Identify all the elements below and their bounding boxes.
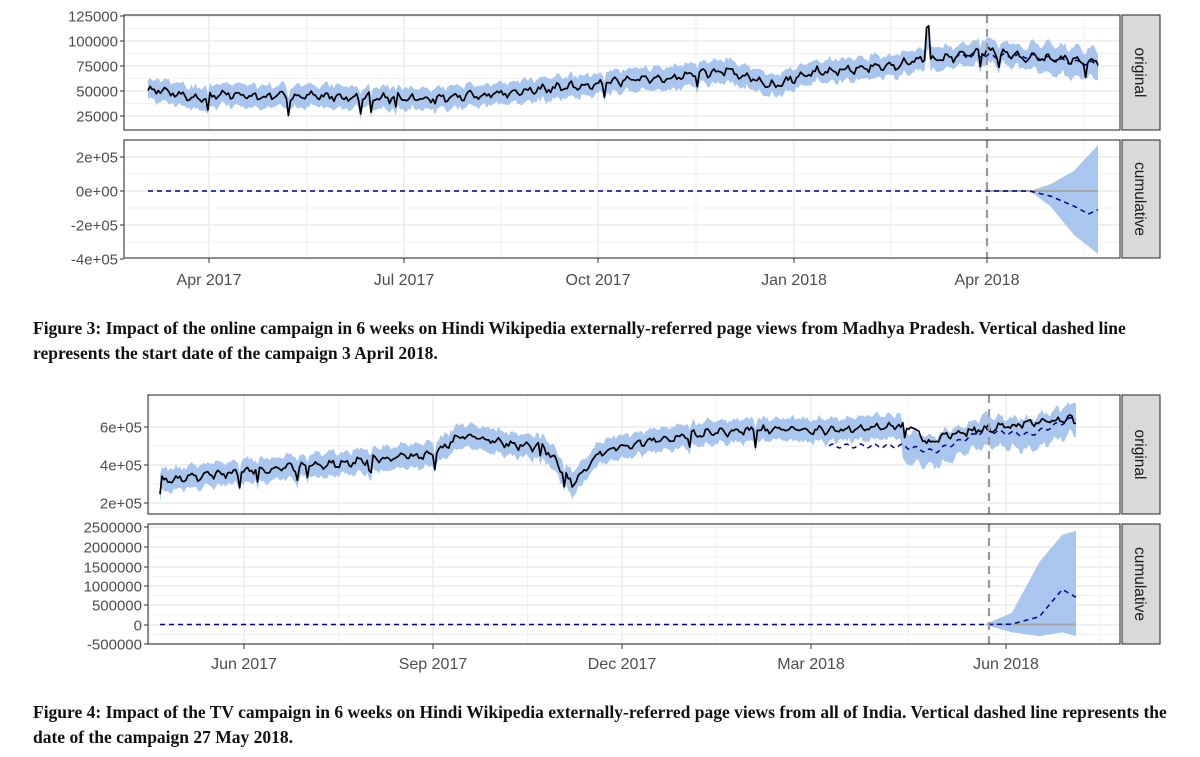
panel-original: 6e+05 4e+05 2e+05 original [100,394,1161,515]
y-tick-label: 125000 [68,9,118,26]
prediction-interval-band [160,402,1076,503]
y-tick-label: -4e+05 [71,252,118,269]
cumulative-interval-band [1029,145,1098,254]
y-tick-label: 0e+00 [76,184,118,201]
observed-series-line [159,413,1077,495]
figure-3-caption: Figure 3: Impact of the online campaign … [33,318,1126,363]
y-tick-label: -2e+05 [71,218,118,235]
y-tick-label: 75000 [76,59,118,76]
facet-strip [1121,14,1161,131]
panel-original: 125000 100000 75000 50000 25000 original [68,9,1161,131]
x-tick-label: Jun 2017 [211,656,277,673]
y-tick-label: 1500000 [84,560,142,577]
panel-border [147,394,1121,515]
panel-content [147,24,1099,121]
facet-strip-label: original [1131,430,1148,480]
panel-cumulative: 2e+05 0e+00 -2e+05 -4e+05 cumulative [71,139,1161,269]
facet-strip [1121,139,1161,259]
x-tick-label: Sep 2017 [399,656,468,673]
facet-strip-label: original [1131,48,1148,98]
panel-content [160,530,1077,637]
observed-series-line [147,24,1099,117]
figure-3-chart: 125000 100000 75000 50000 25000 original 2e+05… [68,9,1161,289]
y-tick-label: 6e+05 [100,420,142,437]
y-tick-label: 500000 [92,598,142,615]
x-tick-label: Jan 2018 [761,272,827,289]
y-tick-label: 50000 [76,84,118,101]
x-tick-label: Jun 2018 [973,656,1039,673]
y-tick-label: 4e+05 [100,458,142,475]
y-tick-label: 2e+05 [100,496,142,513]
panel-content [148,145,1099,254]
x-tick-label: Mar 2018 [777,656,845,673]
x-tick-label: Apr 2018 [955,272,1020,289]
y-tick-label: 25000 [76,109,118,126]
figure-4-chart: 6e+05 4e+05 2e+05 original 2500000 2000000 150… [84,394,1161,673]
y-tick-label: 0 [134,618,142,635]
panel-cumulative: 2500000 2000000 1500000 1000000 500000 0 -5000… [84,520,1161,654]
cumulative-effect-line [160,588,1077,626]
facet-strip-label: cumulative [1131,162,1148,236]
x-tick-label: Apr 2017 [177,272,242,289]
y-tick-label: 2e+05 [76,150,118,167]
cumulative-effect-line [148,190,1099,215]
y-tick-label: 100000 [68,34,118,51]
x-tick-label: Jul 2017 [374,272,435,289]
y-tick-label: -500000 [87,637,142,654]
x-tick-label: Oct 2017 [566,272,631,289]
panel-border [147,523,1121,645]
cumulative-interval-band [984,530,1076,637]
y-tick-label: 1000000 [84,579,142,596]
panel-content [159,402,1077,503]
facet-strip [1121,394,1161,515]
predicted-series-line [828,416,1077,454]
x-tick-label: Dec 2017 [588,656,657,673]
figure-4-caption: Figure 4: Impact of the TV campaign in 6… [33,702,1167,747]
panel-border [123,139,1121,259]
facet-strip [1121,523,1161,645]
panel-border [123,14,1121,131]
facet-strip-label: cumulative [1131,547,1148,621]
y-tick-label: 2500000 [84,520,142,537]
y-tick-label: 2000000 [84,540,142,557]
